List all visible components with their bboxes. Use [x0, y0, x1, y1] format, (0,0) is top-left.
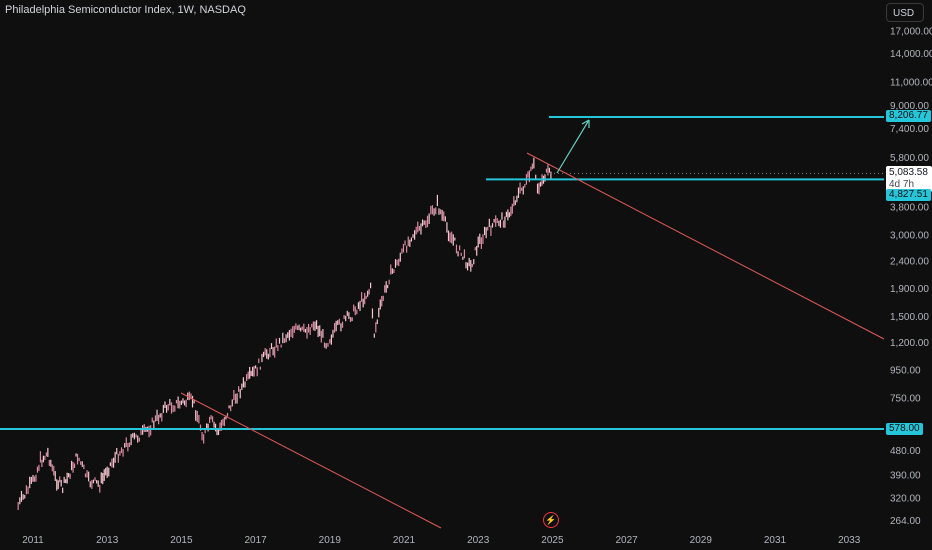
time-axis-label: 2015 [170, 535, 193, 546]
support-upper-tag: 4,827.51 [886, 189, 931, 201]
price-axis-label: 480.00 [890, 446, 921, 457]
price-axis-label: 1,900.00 [890, 284, 929, 295]
price-axis-label: 2,400.00 [890, 257, 929, 268]
trend-line-2024 [526, 152, 885, 340]
price-axis-label: 320.00 [890, 494, 921, 505]
price-axis-label: 3,800.00 [890, 203, 929, 214]
target-price-tag: 8,206.77 [886, 110, 931, 122]
time-axis-label: 2013 [96, 535, 119, 546]
price-axis-label: 1,200.00 [890, 338, 929, 349]
currency-selector[interactable]: USD [886, 3, 924, 22]
projection-arrow-head [581, 119, 590, 128]
time-axis-label: 2021 [393, 535, 416, 546]
time-axis-label: 2033 [838, 535, 861, 546]
price-axis-label: 9,000.00 [890, 101, 929, 112]
current-price-tag: 5,083.58 4d 7h [886, 166, 932, 192]
price-axis-label: 264.00 [890, 516, 921, 527]
price-axis-label: 11,000.00 [890, 78, 932, 89]
price-axis-label: 14,000.00 [890, 49, 932, 60]
time-axis-label: 2029 [690, 535, 713, 546]
price-axis-label: 950.00 [890, 366, 921, 377]
time-axis-label: 2031 [764, 535, 787, 546]
support-lower-tag: 578.00 [886, 423, 923, 435]
price-axis-label: 5,800.00 [890, 153, 929, 164]
price-axis-label: 750.00 [890, 393, 921, 404]
price-axis-label: 390.00 [890, 470, 921, 481]
current-price-value: 5,083.58 [889, 167, 928, 178]
time-axis-label: 2025 [541, 535, 564, 546]
price-axis-label: 7,400.00 [890, 124, 929, 135]
chart-title: Philadelphia Semiconductor Index, 1W, NA… [5, 4, 246, 16]
time-axis-label: 2019 [319, 535, 342, 546]
time-axis-label: 2023 [467, 535, 490, 546]
projection-arrow [556, 119, 590, 174]
time-axis-label: 2017 [244, 535, 267, 546]
price-axis-label: 1,500.00 [890, 312, 929, 323]
trend-line-2015 [180, 392, 442, 529]
bar-countdown: 4d 7h [889, 179, 915, 190]
time-axis-label: 2011 [22, 535, 44, 546]
price-axis-label: 17,000.00 [890, 26, 932, 37]
tradingview-logo-icon[interactable]: ⚡ [543, 512, 559, 528]
time-axis-label: 2027 [615, 535, 638, 546]
price-axis-label: 3,000.00 [890, 230, 929, 241]
